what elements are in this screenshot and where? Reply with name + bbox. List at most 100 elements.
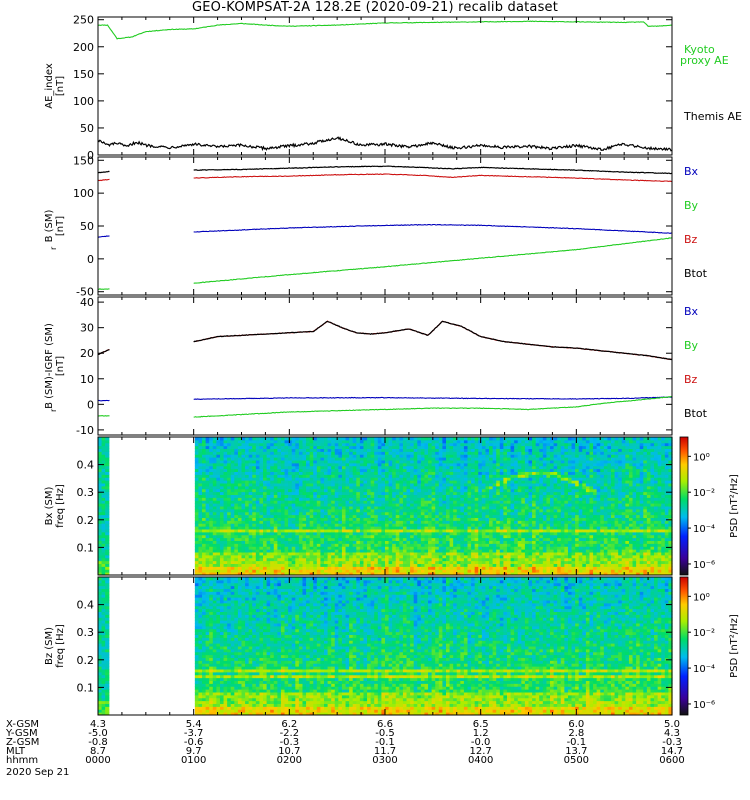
spectrogram-cell bbox=[98, 511, 103, 516]
spectrogram-cell bbox=[510, 517, 515, 521]
spectrogram-cell bbox=[399, 554, 404, 559]
spectrogram-cell bbox=[514, 448, 519, 452]
spectrogram-cell bbox=[445, 554, 451, 559]
spectrogram-cell bbox=[194, 543, 200, 547]
spectrogram-cell bbox=[438, 517, 443, 521]
spectrogram-cell bbox=[306, 474, 311, 478]
spectrogram-cell bbox=[406, 494, 411, 498]
spectrogram-cell bbox=[270, 523, 275, 527]
spectrogram-cell bbox=[485, 437, 490, 441]
spectrogram-cell bbox=[499, 531, 504, 536]
spectrogram-cell bbox=[535, 451, 540, 455]
spectrogram-cell bbox=[521, 529, 526, 533]
spectrogram-cell bbox=[327, 511, 332, 516]
spectrogram-cell bbox=[298, 488, 304, 493]
spectrogram-cell bbox=[309, 523, 314, 527]
spectrogram-cell bbox=[438, 531, 443, 536]
spectrogram-cell bbox=[263, 465, 268, 470]
spectrogram-cell bbox=[252, 540, 257, 544]
spectrogram-cell bbox=[532, 529, 537, 533]
spectrogram-cell bbox=[535, 566, 540, 570]
spectrogram-cell bbox=[381, 549, 386, 553]
spectrogram-cell bbox=[442, 523, 447, 527]
spectrogram-cell bbox=[327, 471, 332, 475]
spectrogram-cell bbox=[496, 569, 501, 573]
spectrogram-cell bbox=[528, 569, 533, 573]
spectrogram-cell bbox=[463, 508, 469, 513]
spectrogram-cell bbox=[352, 552, 357, 556]
spectrogram-cell bbox=[506, 552, 512, 556]
spectrogram-cell bbox=[356, 448, 361, 452]
spectrogram-cell bbox=[499, 549, 504, 553]
spectrogram-cell bbox=[241, 485, 246, 490]
spectrogram-cell bbox=[485, 557, 490, 562]
spectrogram-cell bbox=[402, 546, 408, 550]
spectrogram-cell bbox=[517, 494, 522, 498]
spectrogram-cell bbox=[363, 462, 368, 467]
spectrogram-cell bbox=[528, 465, 533, 470]
spectrogram-cell bbox=[449, 471, 454, 475]
spectrogram-cell bbox=[237, 462, 243, 467]
spectrogram-cell bbox=[352, 500, 357, 504]
spectrogram-cell bbox=[385, 554, 390, 559]
spectrogram-cell bbox=[202, 451, 207, 455]
spectrogram-cell bbox=[420, 572, 426, 576]
spectrogram-cell bbox=[209, 546, 214, 550]
spectrogram-cell bbox=[306, 523, 311, 527]
spectrogram-cell bbox=[503, 503, 508, 507]
spectrogram-cell bbox=[474, 480, 479, 484]
spectrogram-cell bbox=[496, 540, 501, 544]
spectrogram-cell bbox=[485, 543, 490, 547]
spectrogram-cell bbox=[356, 445, 361, 450]
spectrogram-cell bbox=[485, 483, 490, 487]
spectrogram-cell bbox=[363, 514, 368, 519]
spectrogram-cell bbox=[370, 477, 375, 481]
spectrogram-cell bbox=[302, 500, 307, 504]
spectrogram-cell bbox=[381, 557, 386, 562]
spectrogram-cell bbox=[291, 523, 296, 527]
spectrogram-cell bbox=[245, 563, 250, 567]
spectrogram-cell bbox=[453, 511, 458, 516]
spectrogram-cell bbox=[234, 465, 239, 470]
spectrogram-cell bbox=[352, 543, 357, 547]
spectrogram-cell bbox=[435, 451, 440, 455]
spectrogram-cell bbox=[320, 540, 325, 544]
spectrogram-cell bbox=[474, 563, 479, 567]
spectrogram-cell bbox=[273, 497, 278, 501]
spectrogram-cell bbox=[467, 480, 472, 484]
spectrogram-cell bbox=[485, 503, 490, 507]
spectrogram-cell bbox=[349, 437, 354, 441]
spectrogram-cell bbox=[266, 485, 271, 490]
spectrogram-cell bbox=[320, 557, 325, 562]
spectrogram-cell bbox=[499, 437, 504, 441]
spectrogram-cell bbox=[259, 529, 264, 533]
spectrogram-cell bbox=[266, 552, 271, 556]
spectrogram-cell bbox=[370, 460, 375, 464]
spectrogram-cell bbox=[230, 529, 235, 533]
spectrogram-cell bbox=[460, 508, 465, 513]
spectrogram-cell bbox=[481, 462, 487, 467]
spectrogram-cell bbox=[241, 494, 246, 498]
spectrogram-cell bbox=[234, 477, 239, 481]
spectrogram-cell bbox=[209, 520, 214, 524]
spectrogram-cell bbox=[313, 437, 318, 441]
spectrogram-cell bbox=[334, 526, 339, 530]
spectrogram-cell bbox=[349, 465, 354, 470]
spectrogram-cell bbox=[442, 460, 447, 464]
spectrogram-cell bbox=[241, 442, 246, 447]
spectrogram-cell bbox=[324, 534, 329, 539]
spectrogram-cell bbox=[442, 465, 447, 470]
spectrogram-cell bbox=[291, 560, 296, 565]
spectrogram-cell bbox=[539, 488, 544, 493]
spectrogram-cell bbox=[395, 511, 400, 516]
spectrogram-cell bbox=[219, 514, 225, 519]
spectrogram-cell bbox=[295, 465, 300, 470]
spectrogram-cell bbox=[460, 549, 465, 553]
spectrogram-cell bbox=[406, 471, 411, 475]
spectrogram-cell bbox=[255, 560, 261, 565]
spectrogram-cell bbox=[524, 503, 530, 507]
spectrogram-cell bbox=[377, 560, 383, 565]
spectrogram-cell bbox=[377, 569, 383, 573]
spectrogram-cell bbox=[367, 563, 372, 567]
spectrogram-cell bbox=[438, 569, 443, 573]
